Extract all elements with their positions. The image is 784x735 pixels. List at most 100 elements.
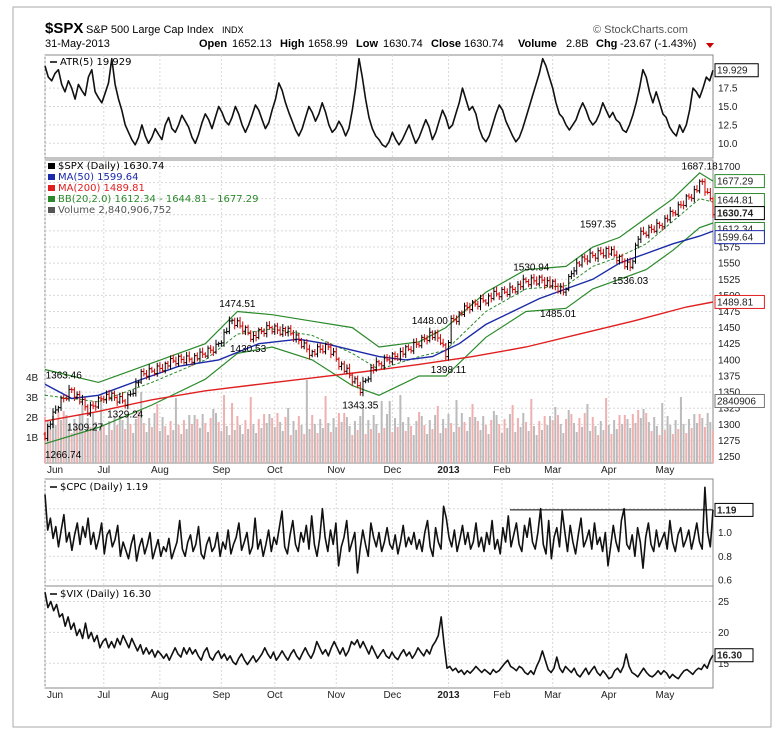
x-tick-label: Sep (212, 690, 230, 701)
volume-bar (150, 427, 153, 463)
volume-bar (394, 418, 397, 463)
x-tick-label: Apr (601, 690, 617, 701)
volume-bar (49, 430, 52, 463)
volume-bar (698, 414, 701, 463)
volume-bar (223, 395, 226, 463)
cpc-y-tick-label: 0.8 (718, 552, 732, 563)
volume-tick-label: 1B (26, 433, 39, 444)
volume-bar (661, 403, 664, 463)
volume-bar (399, 395, 402, 463)
volume-bar (188, 415, 191, 463)
price-value-label-box (714, 174, 765, 189)
x-tick-label: Dec (383, 465, 401, 476)
price-y-tick-label: 1375 (718, 371, 741, 382)
volume-bar (209, 418, 212, 463)
volume-bar (273, 427, 276, 463)
volume-bar (172, 430, 175, 463)
volume-bar (669, 425, 672, 463)
volume-bar (281, 431, 284, 463)
ma50-legend-label: MA(50) 1599.64 (58, 172, 139, 183)
volume-bar (610, 434, 613, 463)
atr-legend-label: ATR(5) 19.929 (60, 57, 131, 68)
close-value: 1630.74 (464, 38, 504, 50)
x-tick-label: Mar (544, 690, 562, 701)
x-tick-label: Aug (151, 690, 169, 701)
volume-bar (337, 413, 340, 463)
cpc-last-value-box (714, 502, 754, 517)
legend-swatch (48, 185, 55, 191)
volume-bar (540, 430, 543, 463)
volume-bar (182, 420, 185, 463)
price-annotation: 1430.53 (230, 344, 267, 355)
volume-bar (503, 419, 506, 463)
price-value-label: 1612.34 (717, 224, 754, 235)
price-value-label-box (714, 230, 765, 245)
volume-bar (487, 434, 490, 463)
cpc-line (44, 486, 714, 574)
cpc-y-tick-label: 1.0 (718, 528, 732, 539)
price-y-tick-label: 1325 (718, 404, 741, 415)
volume-bar (81, 405, 84, 463)
volume-bar (308, 429, 311, 463)
exchange-name: INDX (222, 25, 244, 35)
volume-bar (423, 425, 426, 463)
vix-y-tick-label: 15 (718, 659, 730, 670)
volume-bar (653, 417, 656, 463)
volume-bar (415, 421, 418, 463)
volume-bar (345, 417, 348, 463)
volume-bar (353, 421, 356, 463)
volume-value-label: 2840906 (717, 397, 756, 408)
volume-bar (418, 412, 421, 463)
price-value-label: 1644.81 (717, 196, 754, 207)
volume-bar (174, 398, 177, 463)
high-label: High (280, 38, 305, 50)
volume-bar (490, 420, 493, 463)
price-y-tick-label: 1275 (718, 436, 741, 447)
volume-bar (190, 424, 193, 463)
legend-swatch (48, 163, 55, 169)
volume-tick-label: 4B (26, 373, 39, 384)
volume-bar (276, 413, 279, 463)
volume-bar (169, 421, 172, 463)
cpc-last-value: 1.19 (717, 505, 737, 516)
chg-value: -23.67 (-1.43%) (620, 38, 696, 50)
cpc-panel: 1.21.00.80.6$CPC (Daily) 1.191.19 (44, 478, 754, 587)
volume-bar (196, 419, 199, 463)
volume-bar (690, 428, 693, 463)
volume-bar (386, 414, 389, 463)
volume-bar (220, 431, 223, 463)
volume-bar (121, 420, 124, 463)
volume-bar (140, 392, 143, 463)
volume-bar (682, 424, 685, 463)
x-tick-label: Oct (267, 465, 283, 476)
price-annotation: 1448.00 (412, 316, 449, 327)
volume-bar (693, 414, 696, 463)
volume-bar (300, 425, 303, 463)
low-label: Low (356, 38, 378, 50)
volume-bar (348, 426, 351, 463)
volume-bar (565, 419, 568, 463)
volume-bar (404, 431, 407, 463)
volume-bar (647, 422, 650, 463)
volume-bar (289, 435, 292, 463)
x-tick-label: 2013 (437, 690, 460, 701)
x-tick-label: Nov (327, 690, 345, 701)
volume-bar (62, 411, 65, 463)
volume-bar (519, 427, 522, 463)
atr-y-tick-label: 17.5 (718, 84, 738, 95)
volume-bar (458, 427, 461, 463)
volume-bar (319, 419, 322, 463)
volume-bar (396, 427, 399, 463)
price-annotation: 1597.35 (580, 220, 617, 231)
volume-bar (551, 420, 554, 463)
x-tick-label: Jun (47, 465, 63, 476)
volume-label: Volume (518, 38, 557, 50)
volume-bar (297, 416, 300, 463)
volume-bar (324, 396, 327, 463)
atr-y-tick-label: 15.0 (718, 102, 738, 113)
volume-bar (268, 414, 271, 463)
volume-bar (126, 415, 129, 463)
atr-last-value: 19.929 (717, 66, 748, 77)
volume-bar (463, 422, 466, 463)
volume-bar (407, 417, 410, 463)
